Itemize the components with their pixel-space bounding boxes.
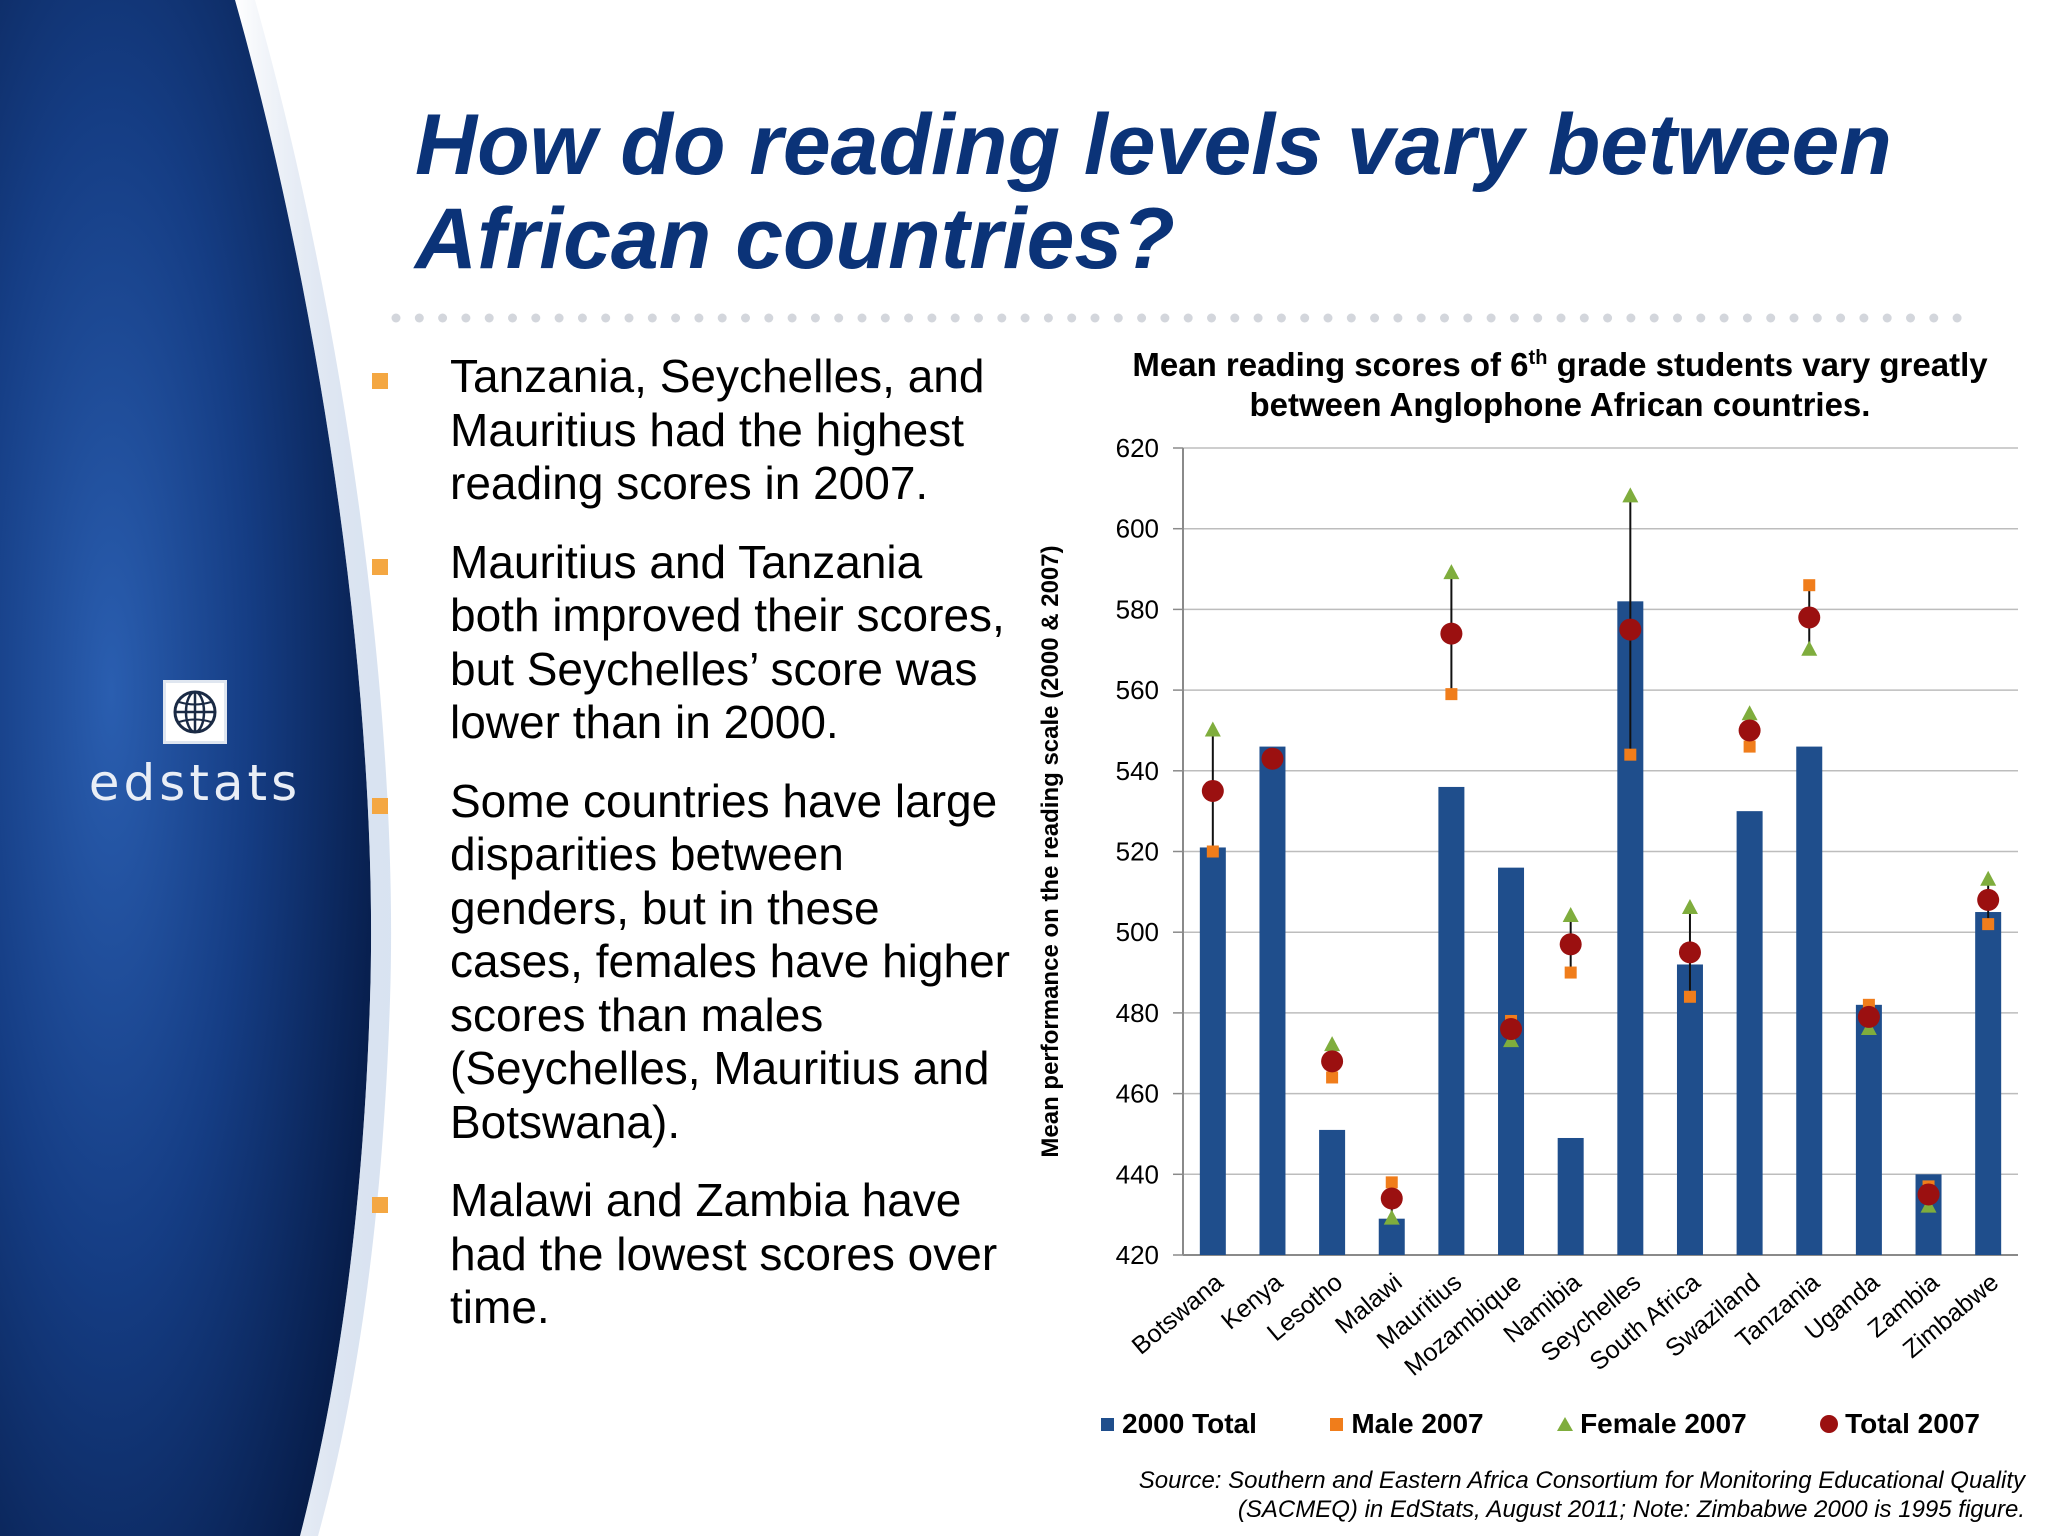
point-female-2007: [1622, 487, 1639, 503]
bar-2000-total: [1736, 811, 1763, 1255]
point-male-2007: [1982, 918, 1995, 931]
bullet-square-icon: [372, 558, 388, 575]
source-note: Source: Southern and Eastern Africa Cons…: [1138, 1467, 2025, 1523]
bar-2000-total: [1259, 746, 1286, 1255]
globe-icon: [163, 680, 227, 744]
point-total-2007: [1977, 888, 2000, 911]
y-tick-label: 440: [1116, 1159, 1159, 1189]
bullet-square-icon: [372, 1197, 388, 1213]
y-tick-label: 620: [1116, 433, 1159, 463]
y-tick-label: 560: [1116, 675, 1159, 705]
point-female-2007: [1443, 564, 1460, 580]
legend-label: Female 2007: [1580, 1408, 1747, 1439]
legend-label: Male 2007: [1351, 1408, 1484, 1439]
side-panel: [0, 0, 392, 1536]
legend-label: 2000 Total: [1122, 1408, 1257, 1439]
point-total-2007: [1619, 618, 1642, 641]
point-male-2007: [1803, 579, 1816, 592]
point-total-2007: [1380, 1187, 1403, 1210]
point-male-2007: [1743, 740, 1756, 753]
legend-item-male-2007: Male 2007: [1329, 1408, 1484, 1440]
point-male-2007: [1206, 845, 1219, 858]
chart-title-sup: th: [1528, 347, 1548, 369]
point-total-2007: [1559, 933, 1582, 956]
point-female-2007: [1801, 640, 1818, 656]
edstats-logo: edstats: [60, 680, 330, 812]
bullet-item: Tanzania, Seychelles, and Mauritius had …: [370, 350, 1020, 511]
bullet-item: Malawi and Zambia have had the lowest sc…: [370, 1174, 1020, 1335]
point-total-2007: [1798, 606, 1821, 629]
y-tick-label: 600: [1116, 514, 1159, 544]
point-total-2007: [1440, 622, 1463, 645]
point-female-2007: [1204, 721, 1221, 737]
bar-2000-total: [1498, 867, 1525, 1255]
bullet-text: Malawi and Zambia have had the lowest sc…: [450, 1174, 998, 1333]
bar-2000-total: [1676, 964, 1703, 1255]
bullet-text: Some countries have large disparities be…: [450, 774, 1010, 1148]
point-total-2007: [1261, 747, 1284, 770]
bullet-list: Tanzania, Seychelles, and Mauritius had …: [370, 350, 1020, 1360]
logo-text: edstats: [88, 754, 302, 812]
y-axis-label: Mean performance on the reading scale (2…: [1037, 545, 1064, 1157]
bar-2000-total: [1438, 786, 1465, 1255]
point-female-2007: [1741, 705, 1758, 721]
slide-title: How do reading levels vary between Afric…: [415, 97, 1892, 287]
chart-title-rest: grade students vary greatly between Angl…: [1249, 346, 1988, 423]
y-tick-label: 460: [1116, 1079, 1159, 1109]
legend-square-icon: [1330, 1418, 1344, 1431]
bar-2000-total: [1796, 746, 1823, 1255]
point-total-2007: [1917, 1183, 1940, 1206]
legend-triangle-icon: [1557, 1417, 1574, 1431]
legend-circle-icon: [1820, 1415, 1839, 1433]
y-tick-label: 420: [1116, 1240, 1159, 1270]
y-tick-label: 580: [1116, 594, 1159, 624]
point-total-2007: [1321, 1050, 1344, 1073]
chart-title-main: Mean reading scores of 6: [1132, 346, 1529, 383]
point-total-2007: [1201, 779, 1224, 802]
y-tick-label: 520: [1116, 837, 1159, 867]
legend-bar-icon: [1101, 1418, 1114, 1431]
bar-2000-total: [1557, 1137, 1584, 1255]
legend-item-total-2007: Total 2007: [1819, 1408, 1980, 1440]
point-female-2007: [1562, 907, 1579, 923]
point-female-2007: [1324, 1036, 1341, 1052]
bullet-text: Mauritius and Tanzania both improved the…: [450, 535, 1005, 749]
y-tick-label: 480: [1116, 998, 1159, 1028]
y-tick-label: 500: [1116, 917, 1159, 947]
point-male-2007: [1564, 966, 1577, 979]
x-tick-label: Botswana: [1127, 1268, 1229, 1360]
bullet-square-icon: [372, 373, 388, 389]
point-male-2007: [1445, 688, 1458, 701]
point-total-2007: [1857, 1005, 1880, 1028]
bar-2000-total: [1975, 912, 2002, 1255]
y-tick-label: 540: [1116, 756, 1159, 786]
legend-item-2000-total: 2000 Total: [1100, 1408, 1257, 1440]
point-total-2007: [1738, 719, 1761, 742]
dotted-divider: [391, 313, 1962, 323]
point-female-2007: [1681, 898, 1698, 914]
point-female-2007: [1980, 870, 1997, 886]
bullet-item: Mauritius and Tanzania both improved the…: [370, 536, 1020, 750]
legend-item-female-2007: Female 2007: [1556, 1408, 1747, 1440]
bar-2000-total: [1319, 1129, 1346, 1255]
point-total-2007: [1500, 1018, 1523, 1041]
point-male-2007: [1326, 1071, 1339, 1084]
bullet-item: Some countries have large disparities be…: [370, 775, 1020, 1150]
bar-2000-total: [1199, 847, 1226, 1255]
point-male-2007: [1385, 1176, 1398, 1189]
chart-title: Mean reading scores of 6th grade student…: [1130, 338, 1990, 425]
point-total-2007: [1678, 941, 1701, 964]
bullet-square-icon: [372, 797, 388, 814]
bar-2000-total: [1378, 1218, 1405, 1255]
chart-legend: 2000 Total Male 2007 Female 2007 Total 2…: [1100, 1408, 1980, 1440]
bar-2000-total: [1855, 1004, 1882, 1255]
point-male-2007: [1683, 990, 1696, 1003]
legend-label: Total 2007: [1845, 1408, 1980, 1439]
point-female-2007: [1383, 1209, 1400, 1225]
point-male-2007: [1624, 748, 1637, 761]
bullet-text: Tanzania, Seychelles, and Mauritius had …: [450, 350, 985, 509]
